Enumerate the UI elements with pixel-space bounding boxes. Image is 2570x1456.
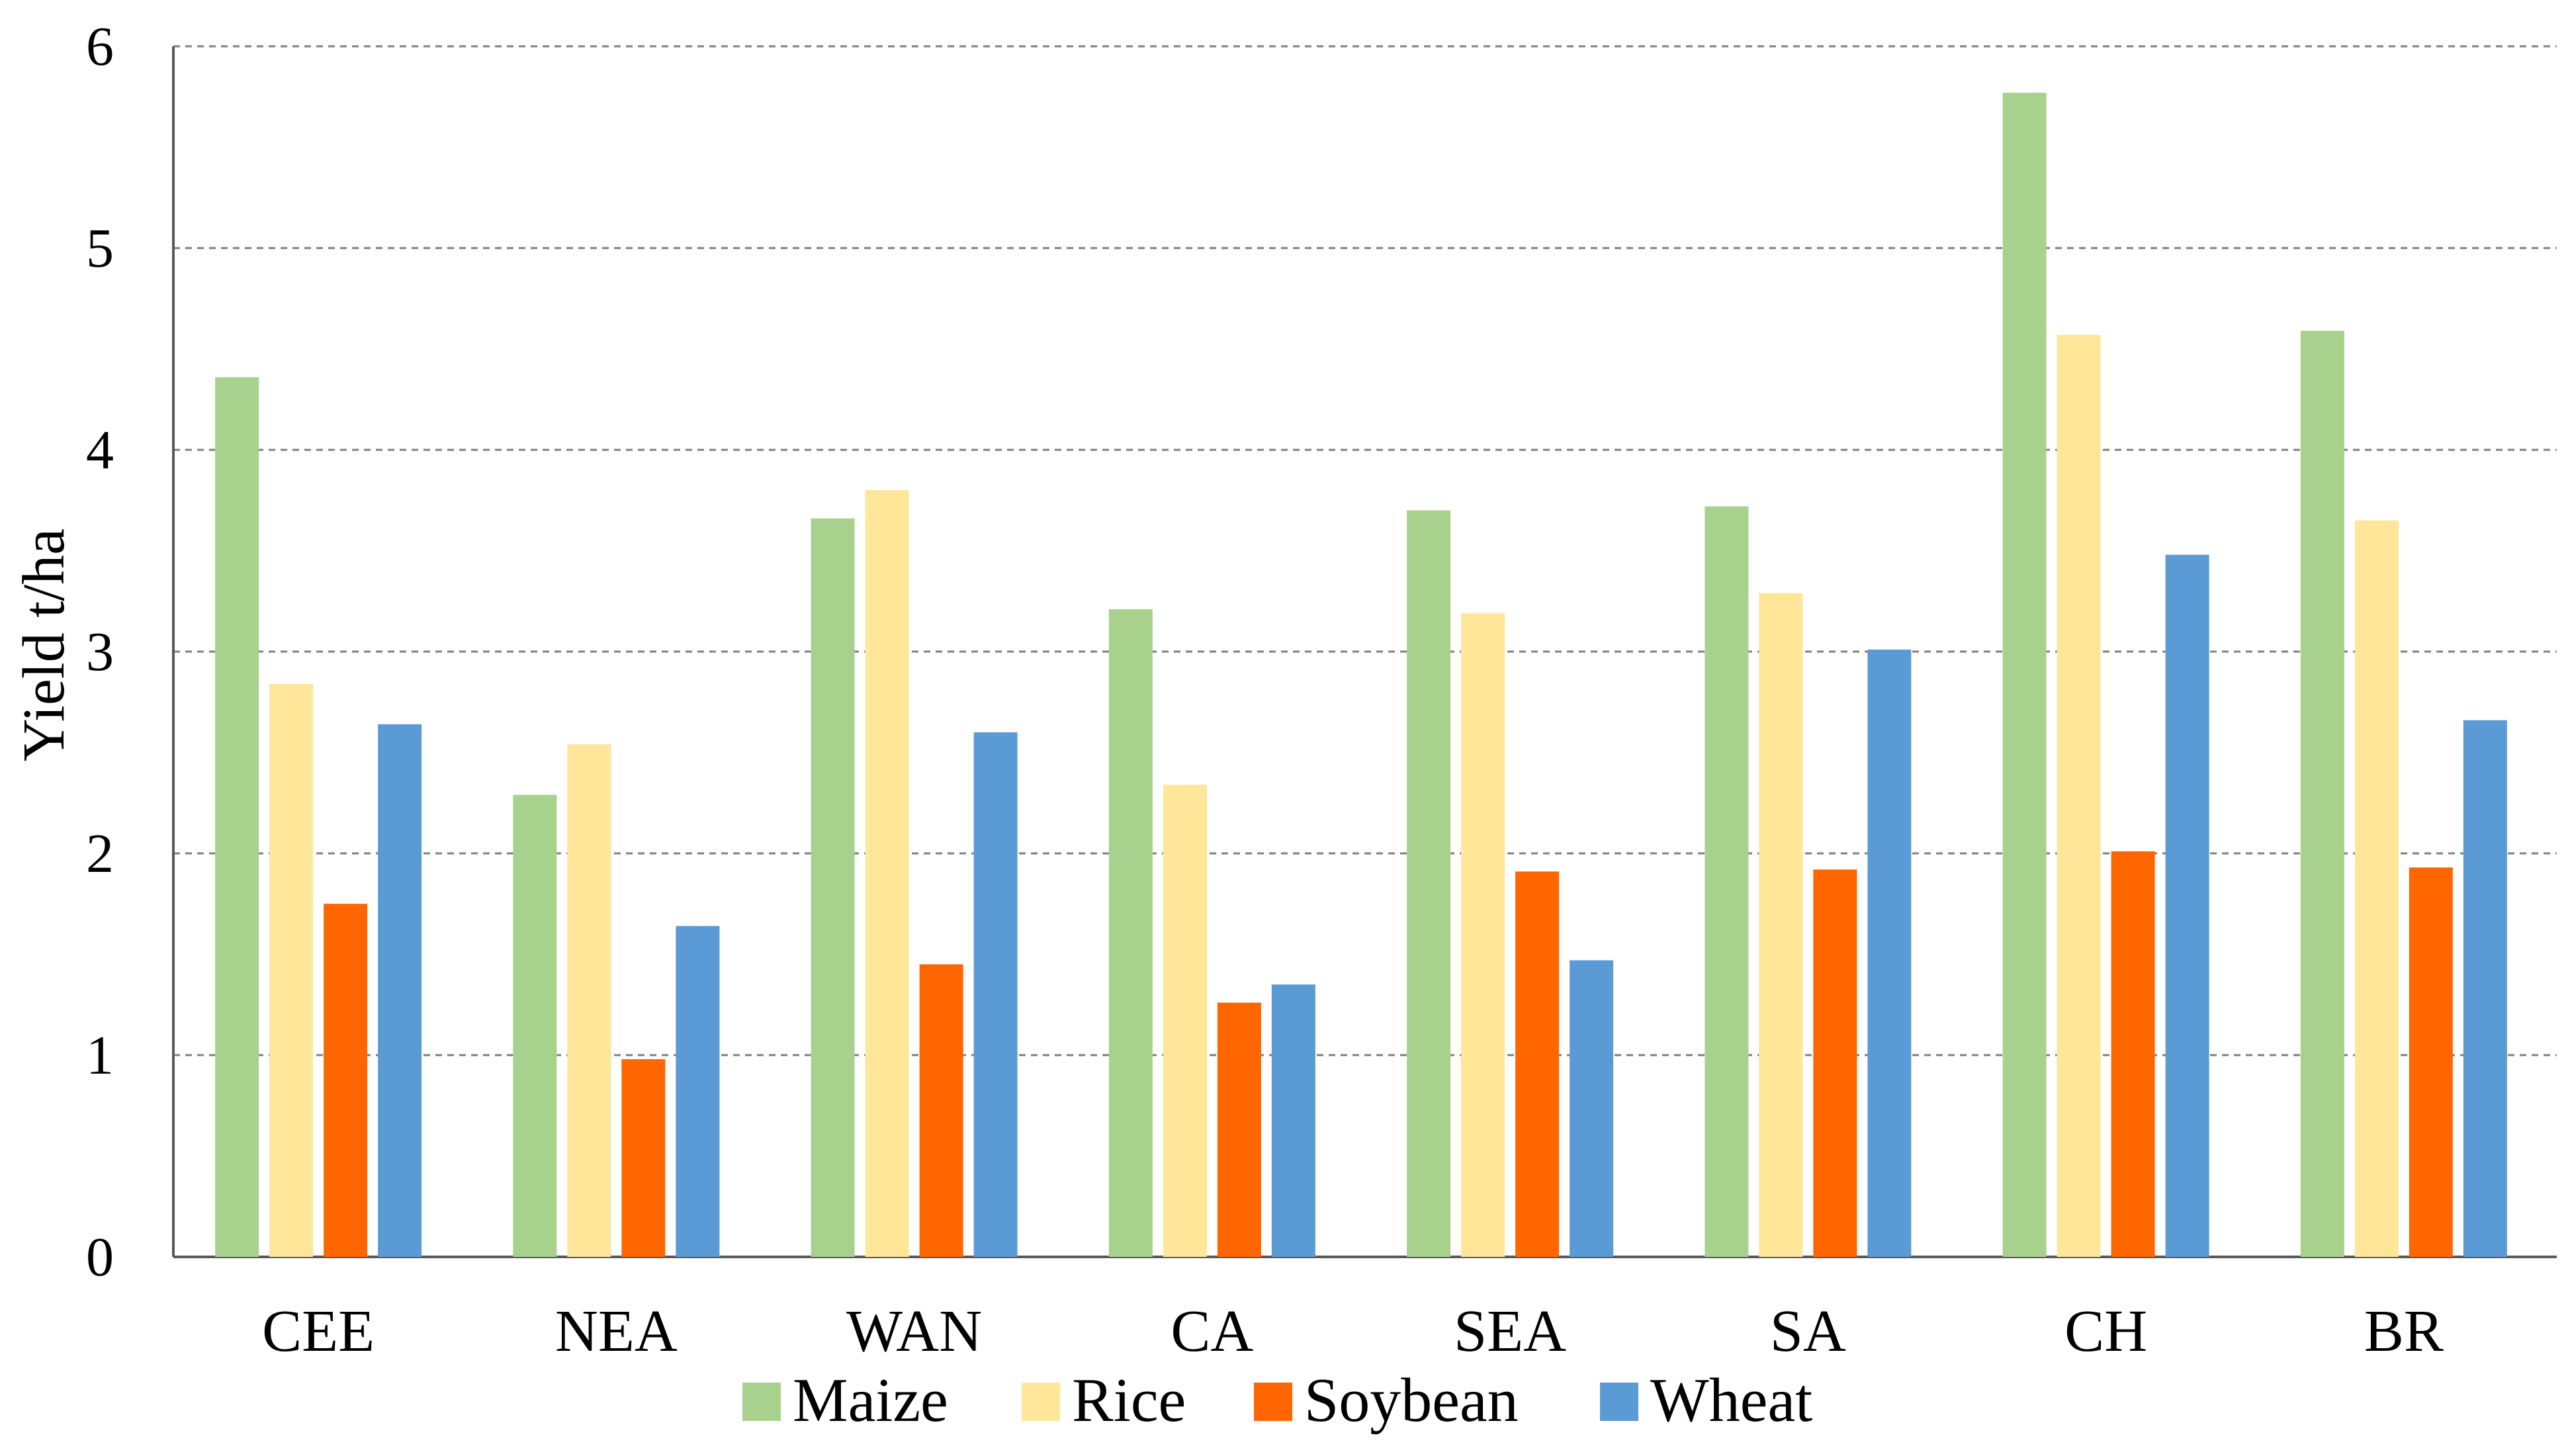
bar-maize-wan bbox=[811, 518, 855, 1258]
legend-swatch-wheat bbox=[1600, 1383, 1638, 1421]
legend: Maize Rice Soybean Wheat bbox=[742, 1366, 1812, 1435]
bar-maize-nea bbox=[513, 794, 557, 1257]
bar-wheat-br bbox=[2463, 720, 2507, 1257]
bar-soybean-nea bbox=[621, 1059, 666, 1257]
x-category-label: NEA bbox=[555, 1299, 678, 1364]
bar-maize-cee bbox=[215, 377, 259, 1258]
y-tick-label: 4 bbox=[86, 419, 114, 481]
bar-wheat-sea bbox=[1570, 960, 1614, 1257]
y-tick-label: 2 bbox=[86, 823, 114, 884]
y-tick-label: 6 bbox=[86, 16, 114, 77]
x-category-label: CA bbox=[1171, 1299, 1253, 1364]
bar-soybean-br bbox=[2409, 867, 2453, 1257]
bar-wheat-nea bbox=[676, 925, 720, 1257]
y-tick-label: 1 bbox=[86, 1025, 114, 1086]
legend-label-soybean: Soybean bbox=[1304, 1366, 1519, 1435]
bar-soybean-sea bbox=[1515, 871, 1560, 1257]
bar-rice-wan bbox=[865, 490, 909, 1257]
x-category-label: WAN bbox=[846, 1299, 982, 1364]
bar-rice-br bbox=[2354, 520, 2399, 1257]
bar-rice-nea bbox=[567, 744, 611, 1257]
bar-wheat-wan bbox=[973, 732, 1018, 1257]
y-tick-labels: 0 1 2 3 4 5 6 bbox=[86, 16, 114, 1288]
legend-swatch-rice bbox=[1022, 1383, 1060, 1421]
bar-rice-sea bbox=[1461, 613, 1505, 1257]
bar-wheat-cee bbox=[378, 724, 422, 1257]
bar-maize-sea bbox=[1407, 510, 1451, 1257]
x-category-label: CEE bbox=[262, 1299, 375, 1364]
category-labels: CEE NEA WAN CA SEA SA CH BR bbox=[262, 1299, 2444, 1364]
bar-soybean-ch bbox=[2111, 851, 2155, 1257]
legend-label-rice: Rice bbox=[1072, 1366, 1186, 1435]
y-tick-label: 3 bbox=[86, 621, 114, 683]
bar-rice-ch bbox=[2057, 335, 2101, 1257]
x-category-label: BR bbox=[2364, 1299, 2444, 1364]
y-tick-label: 5 bbox=[86, 218, 114, 279]
legend-swatch-maize bbox=[742, 1383, 781, 1421]
legend-label-wheat: Wheat bbox=[1650, 1366, 1812, 1435]
x-category-label: SA bbox=[1770, 1299, 1846, 1364]
bar-rice-cee bbox=[269, 683, 314, 1257]
bar-maize-ca bbox=[1108, 609, 1153, 1257]
legend-label-maize: Maize bbox=[793, 1366, 948, 1435]
bar-wheat-sa bbox=[1867, 649, 1912, 1257]
bar-maize-ch bbox=[2002, 93, 2047, 1257]
bar-soybean-cee bbox=[324, 904, 368, 1257]
bar-rice-ca bbox=[1163, 785, 1207, 1257]
y-tick-label: 0 bbox=[86, 1226, 114, 1288]
x-category-label: CH bbox=[2064, 1299, 2147, 1364]
bars bbox=[215, 93, 2507, 1258]
bar-soybean-sa bbox=[1813, 869, 1857, 1257]
bar-wheat-ca bbox=[1271, 984, 1315, 1257]
bar-maize-sa bbox=[1705, 506, 1749, 1257]
legend-swatch-soybean bbox=[1254, 1383, 1292, 1421]
bar-rice-sa bbox=[1759, 593, 1803, 1257]
x-category-label: SEA bbox=[1454, 1299, 1566, 1364]
bar-wheat-ch bbox=[2165, 554, 2209, 1257]
bar-soybean-wan bbox=[919, 964, 963, 1257]
y-axis-title: Yield t/ha bbox=[11, 529, 77, 761]
bar-soybean-ca bbox=[1217, 1002, 1261, 1257]
bar-maize-br bbox=[2300, 331, 2344, 1257]
